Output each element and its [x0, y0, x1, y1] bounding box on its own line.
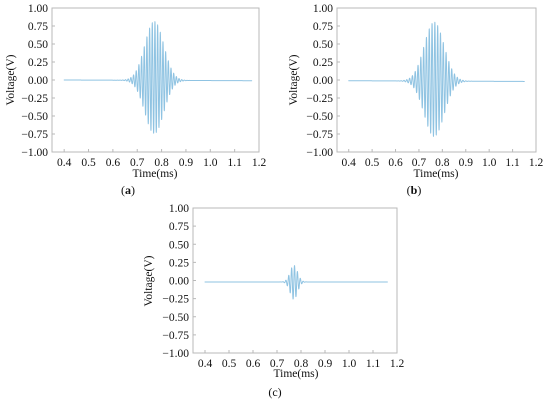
x-tick-label: 1.2	[252, 157, 267, 169]
x-tick-label: 0.6	[388, 157, 403, 169]
x-tick-label: 1.2	[390, 358, 405, 370]
y-tick-label: 0.25	[28, 57, 48, 69]
voltage-signal-line	[348, 21, 525, 137]
x-tick-label: 1.0	[482, 157, 497, 169]
x-tick-label: 0.9	[179, 157, 194, 169]
x-tick-label: 0.8	[294, 358, 309, 370]
caption-letter: a	[125, 183, 131, 197]
y-tick-label: −1.00	[21, 147, 48, 159]
y-axis-title: Voltage(V)	[288, 54, 300, 105]
y-tick-label: −0.50	[306, 111, 333, 123]
y-tick-label: 0.25	[313, 57, 333, 69]
x-tick-label: 0.7	[130, 157, 145, 169]
voltage-signal-line	[204, 265, 388, 300]
x-tick-label: 0.6	[246, 358, 261, 370]
caption-open-paren: (	[407, 183, 411, 197]
x-tick-label: 0.4	[57, 157, 72, 169]
x-tick-label: 1.0	[203, 157, 218, 169]
y-tick-label: 0.75	[169, 221, 189, 233]
y-axis-title: Voltage(V)	[5, 54, 17, 105]
caption-close-paren: )	[417, 183, 421, 197]
x-axis-title: Time(ms)	[133, 168, 178, 180]
y-tick-label: 0.00	[313, 75, 333, 87]
panel-b: Voltage(V) Time(ms) (b) −1.00−0.75−0.50−…	[288, 3, 543, 197]
x-tick-label: 0.7	[412, 157, 427, 169]
y-tick-label: −0.25	[306, 93, 333, 105]
x-tick-label: 0.8	[435, 157, 450, 169]
x-tick-label: 1.1	[505, 157, 520, 169]
x-axis-title: Time(ms)	[274, 368, 319, 380]
y-tick-label: 0.50	[169, 239, 189, 251]
y-tick-label: −0.25	[162, 294, 189, 306]
panel-a: Voltage(V) Time(ms) (a) −1.00−0.75−0.50−…	[5, 3, 266, 197]
caption-letter: b	[411, 183, 418, 197]
x-tick-label: 0.4	[198, 358, 213, 370]
caption-letter: c	[272, 385, 277, 399]
y-tick-label: 0.75	[28, 21, 48, 33]
y-tick-label: 1.00	[169, 203, 189, 215]
x-tick-label: 0.5	[81, 157, 96, 169]
x-tick-label: 0.9	[459, 157, 474, 169]
panel-caption: (c)	[268, 385, 281, 399]
x-tick-label: 1.0	[342, 358, 357, 370]
y-axis: −1.00 −0.75 −0.50 −0.25 0.00 0.25 0.50 0.75 1.00	[162, 203, 196, 360]
y-tick-label: 0.25	[169, 257, 189, 269]
y-axis: −1.00 −0.75 −0.50 −0.25 0.00 0.25 0.50 0.75 1.00	[21, 3, 55, 159]
y-tick-label: −0.75	[306, 129, 333, 141]
x-axis-title: Time(ms)	[414, 168, 459, 180]
y-tick-label: 0.00	[169, 276, 189, 288]
y-tick-label: 1.00	[28, 3, 48, 15]
y-tick-label: −0.50	[21, 111, 48, 123]
panel-caption: (a)	[121, 183, 135, 197]
x-tick-label: 0.5	[222, 358, 237, 370]
x-axis: 0.4 0.5 0.6 0.7 0.8 0.9 1.0 1.1 1.2	[342, 149, 544, 169]
y-tick-label: −1.00	[162, 348, 189, 360]
y-tick-label: −0.50	[162, 312, 189, 324]
y-tick-label: 0.00	[28, 75, 48, 87]
y-tick-label: −1.00	[306, 147, 333, 159]
caption-close-paren: )	[131, 183, 135, 197]
x-tick-label: 1.2	[529, 157, 544, 169]
x-axis: 0.4 0.5 0.6 0.7 0.8 0.9 1.0 1.1 1.2	[198, 350, 405, 370]
y-axis-title: Voltage(V)	[143, 255, 155, 306]
x-tick-label: 0.5	[365, 157, 380, 169]
y-tick-label: 0.50	[28, 39, 48, 51]
voltage-signal-line	[63, 21, 253, 134]
y-tick-label: −0.25	[21, 93, 48, 105]
caption-open-paren: (	[268, 385, 272, 399]
caption-close-paren: )	[278, 385, 282, 399]
caption-open-paren: (	[121, 183, 125, 197]
x-tick-label: 0.7	[270, 358, 285, 370]
x-tick-label: 1.1	[227, 157, 242, 169]
x-tick-label: 1.1	[366, 358, 381, 370]
x-tick-label: 0.9	[318, 358, 333, 370]
y-tick-label: 0.75	[313, 21, 333, 33]
y-tick-label: −0.75	[21, 129, 48, 141]
y-axis: −1.00 −0.75 −0.50 −0.25 0.00 0.25 0.50 0.75 1.00	[306, 3, 340, 159]
panel-c: Voltage(V) Time(ms) (c) −1.00−0.75−0.50−…	[143, 203, 404, 399]
y-tick-label: −0.75	[162, 330, 189, 342]
x-tick-label: 0.4	[342, 157, 357, 169]
panel-caption: (b)	[407, 183, 422, 197]
x-tick-label: 0.6	[106, 157, 121, 169]
x-axis: 0.4 0.5 0.6 0.7 0.8 0.9 1.0 1.1 1.2	[57, 149, 266, 169]
x-tick-label: 0.8	[154, 157, 169, 169]
y-tick-label: 0.50	[313, 39, 333, 51]
y-tick-label: 1.00	[313, 3, 333, 15]
